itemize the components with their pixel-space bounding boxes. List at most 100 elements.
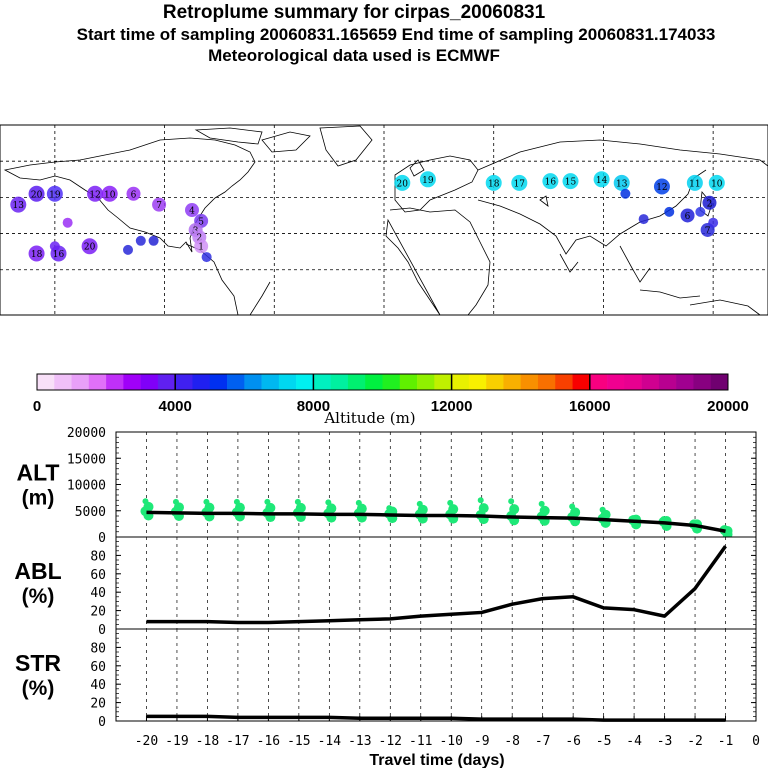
x-tick-label: -4: [626, 734, 642, 749]
series-line: [146, 714, 726, 722]
colorbar-label: Altitude (m): [323, 409, 415, 427]
cluster-day-label: 15: [565, 178, 577, 188]
colorbar-segment: [641, 374, 660, 390]
panel-label: ALT: [16, 460, 59, 486]
colorbar-segment: [710, 374, 729, 390]
colorbar-segment: [572, 374, 591, 390]
cluster-marker: [542, 173, 559, 190]
trajectory-clusters: 2019131210674532118162020191817161514131…: [10, 171, 725, 263]
colorbar-segment: [106, 374, 124, 390]
y-tick-label: 10000: [67, 479, 106, 494]
cluster-day-label: 13: [616, 179, 628, 189]
cluster-day-label: 13: [13, 201, 25, 211]
timeseries-panels: 20000150001000050000ALT(m)806040200ABL(%…: [14, 426, 757, 730]
cluster-marker: [562, 173, 579, 190]
chart-title: Retroplume summary for cirpas_20060831: [162, 2, 546, 23]
cluster-marker: [702, 195, 717, 210]
x-tick-label: -19: [165, 734, 188, 749]
colorbar-segment: [520, 374, 539, 390]
cluster-marker: [148, 235, 159, 246]
y-tick-label: 20000: [67, 426, 106, 441]
panel-abl: 80 60 40 20 0 ABL(%): [14, 536, 757, 638]
cluster-marker: [50, 245, 67, 262]
panel-frame: [115, 628, 757, 722]
x-tick-label: -15: [287, 734, 310, 749]
cluster-marker: [620, 188, 631, 199]
colorbar-segment: [451, 374, 470, 390]
colorbar-segment: [261, 374, 280, 390]
series-line: [146, 510, 726, 533]
y-tick-label: 15000: [67, 452, 106, 467]
x-tick-label: -5: [596, 734, 612, 749]
cluster-marker: [152, 197, 167, 212]
y-tick-label: 40: [90, 586, 106, 601]
colorbar-tick-label: 16000: [569, 398, 611, 415]
cluster-day-label: 5: [198, 217, 204, 227]
cluster-day-label: 17: [514, 179, 526, 189]
cluster-marker: [126, 186, 141, 201]
cluster-marker: [28, 185, 45, 202]
series-line: [146, 545, 727, 625]
cluster-day-label: 11: [689, 179, 700, 189]
cluster-day-label: 4: [189, 207, 195, 217]
colorbar-segment: [624, 374, 642, 390]
cluster-day-label: 20: [31, 190, 43, 200]
x-axis-label: Travel time (days): [369, 752, 504, 768]
colorbar-segment: [399, 374, 418, 390]
colorbar-segment: [88, 374, 107, 390]
y-tick-label: 20: [90, 697, 106, 712]
y-tick-label: 20: [90, 605, 106, 620]
cluster-day-label: 18: [488, 179, 500, 189]
cluster-marker: [62, 217, 73, 228]
altitude-cluster-dot: [447, 499, 454, 506]
cluster-marker: [485, 174, 502, 191]
cluster-marker: [686, 174, 703, 191]
cluster-day-label: 14: [596, 176, 608, 186]
panel-label: ABL: [14, 558, 61, 584]
colorbar-tick-label: 12000: [431, 398, 473, 415]
cluster-marker: [123, 244, 133, 255]
panel-frame: [115, 431, 757, 538]
x-tick-label: -1: [718, 734, 734, 749]
cluster-marker: [695, 206, 706, 217]
y-tick-label: 5000: [75, 505, 106, 520]
cluster-marker: [201, 252, 212, 263]
cluster-marker: [46, 185, 63, 202]
cluster-marker: [511, 174, 528, 191]
colorbar-segment: [192, 374, 211, 390]
colorbar-segment: [244, 374, 262, 390]
cluster-marker: [419, 171, 436, 188]
x-tick-label: -17: [226, 734, 249, 749]
colorbar-segment: [417, 374, 435, 390]
panel-str: 80 60 40 20 0 STR(%): [15, 628, 757, 730]
cluster-marker: [593, 171, 610, 188]
colorbar-segment: [434, 374, 452, 390]
cluster-marker: [653, 178, 670, 195]
panel-label: STR: [15, 650, 61, 676]
colorbar-segment: [54, 374, 72, 390]
altitude-colorbar: 0 4000 8000 12000 16000 20000: [33, 373, 749, 415]
cluster-day-label: 7: [156, 201, 162, 211]
y-tick-label: 40: [90, 678, 106, 693]
x-tick-label: -9: [474, 734, 490, 749]
y-tick-label: 80: [90, 549, 106, 564]
altitude-cluster-dot: [477, 497, 484, 504]
x-tick-label: -11: [409, 734, 432, 749]
colorbar-segment: [607, 374, 625, 390]
panel-alt: 20000 15000 10000 5000 0 ALT(m): [16, 426, 757, 546]
colorbar-segment: [330, 374, 349, 390]
colorbar-tick-label: 8000: [297, 398, 330, 415]
colorbar-segment: [227, 374, 245, 390]
colorbar-segment: [589, 374, 608, 390]
cluster-day-label: 12: [656, 183, 667, 193]
x-tick-label: -3: [657, 734, 673, 749]
cluster-marker: [394, 174, 411, 191]
cluster-day-label: 16: [545, 178, 557, 188]
colorbar-segment: [537, 374, 556, 390]
x-tick-label: -14: [318, 734, 342, 749]
colorbar-segment: [693, 374, 712, 390]
cluster-marker: [194, 239, 209, 254]
altitude-cluster-dot: [538, 500, 545, 507]
cluster-marker: [87, 185, 104, 202]
colorbar-segment: [486, 374, 504, 390]
